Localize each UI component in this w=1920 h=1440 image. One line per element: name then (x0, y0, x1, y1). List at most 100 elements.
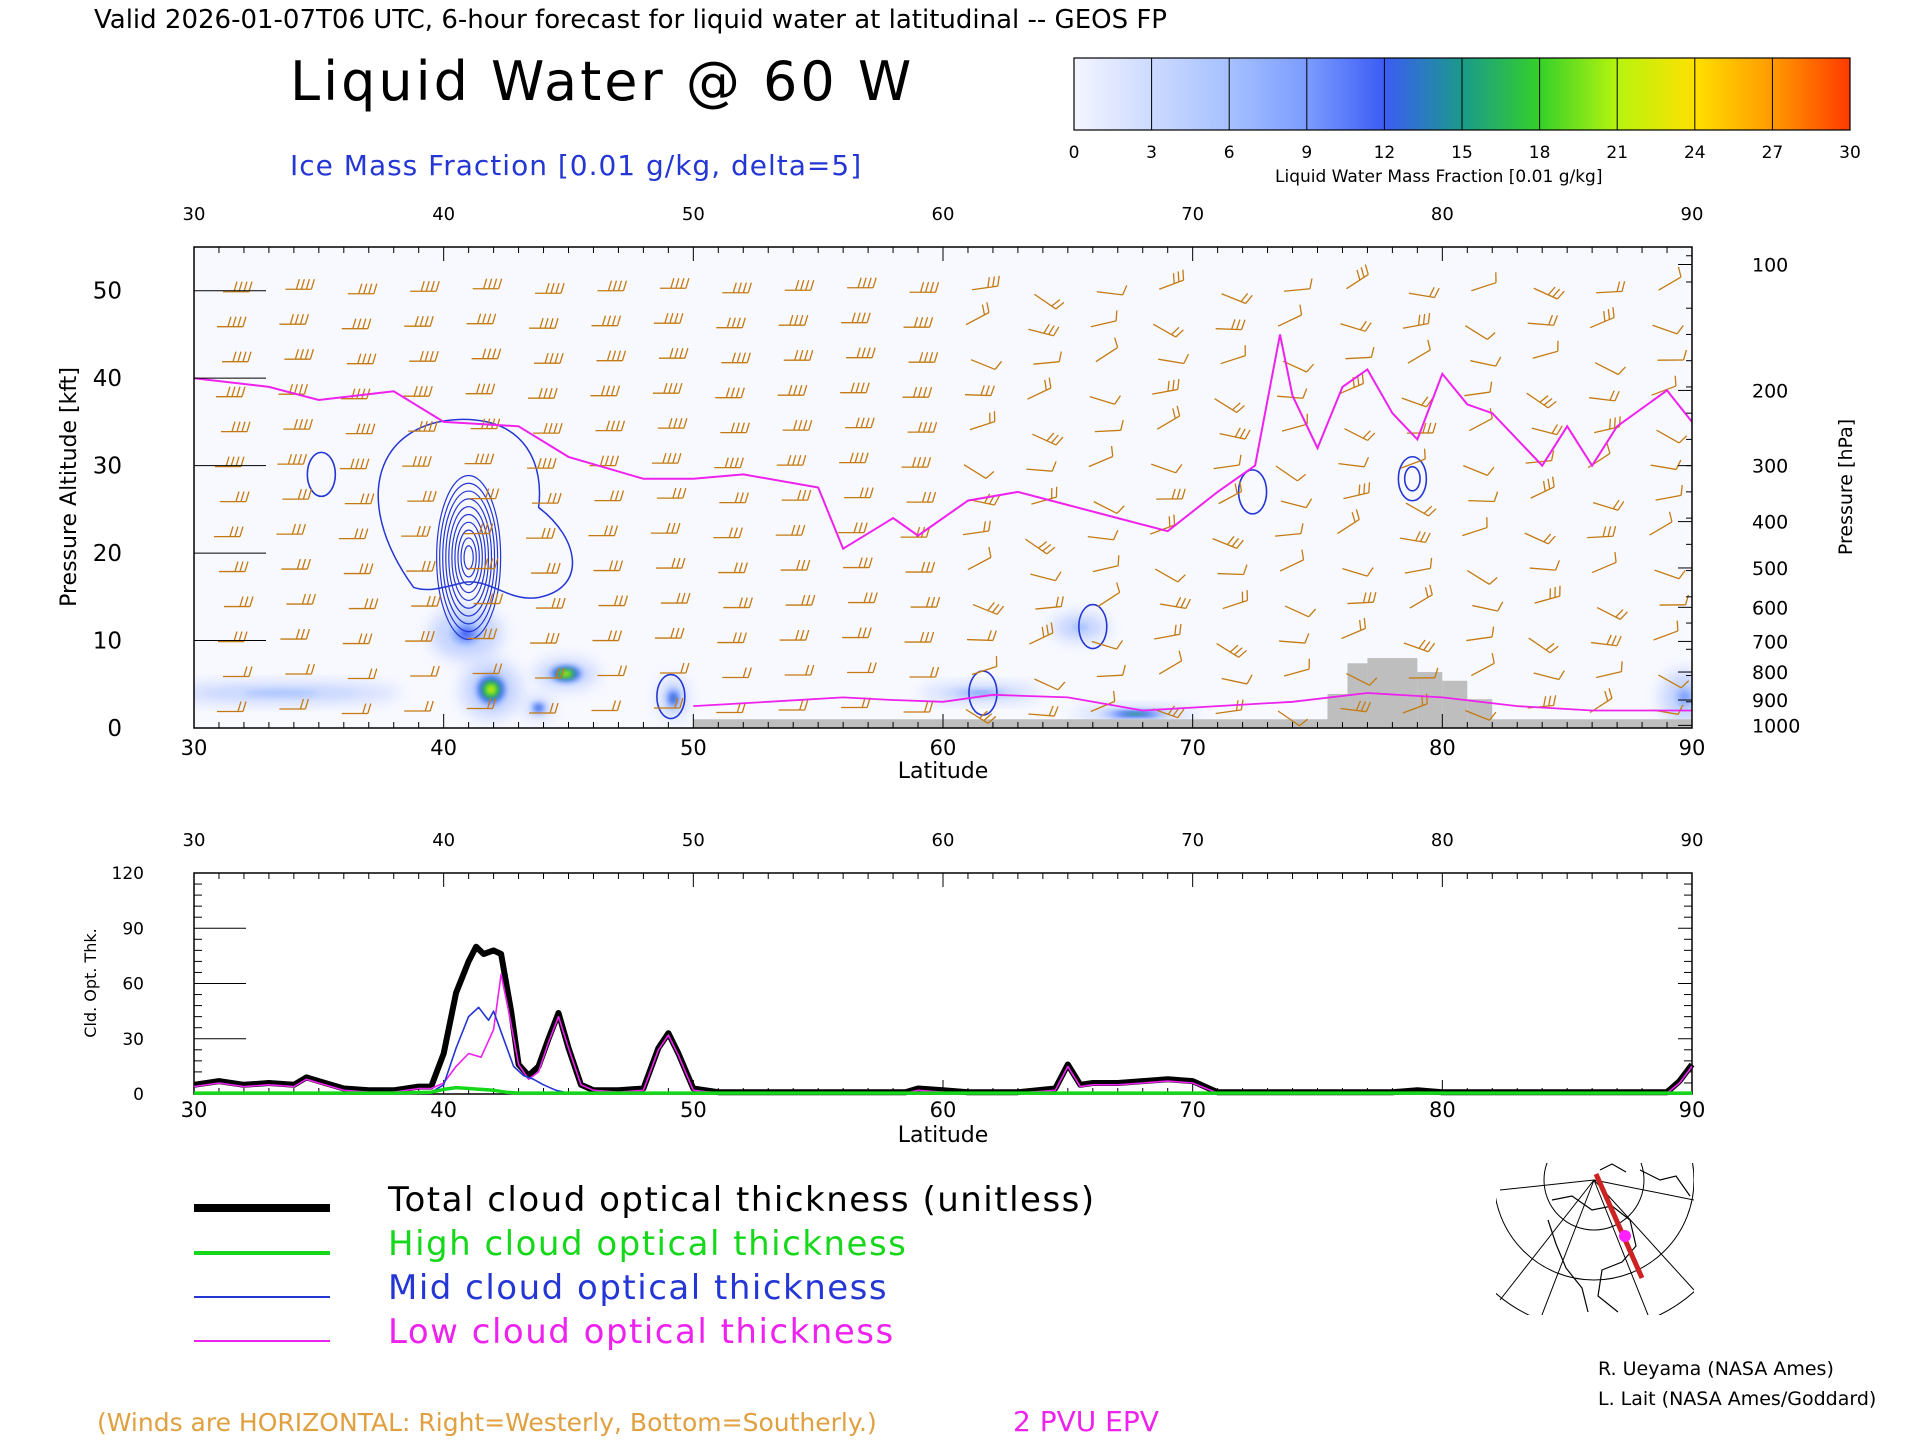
x-tick-label-top: 30 (183, 830, 206, 851)
wind-barb (464, 453, 495, 465)
wind-barb (906, 491, 937, 503)
wind-barb (1027, 377, 1052, 400)
colorbar-tick-label: 6 (1224, 143, 1235, 163)
y-tick-label: 60 (122, 975, 144, 995)
wind-barb (778, 315, 809, 326)
wind-barb (279, 314, 310, 325)
ice-contour (454, 521, 483, 594)
optical-thickness-panel: 30 30 40 40 50 50 60 60 70 70 80 80 90 90 0 30 60 90 120 L… (81, 830, 1705, 1148)
wind-barb (963, 464, 995, 479)
wind-barb (1032, 432, 1064, 446)
wind-barb (1650, 459, 1682, 471)
wind-barb (1470, 356, 1502, 367)
wind-barb (590, 385, 621, 397)
wind-barb (280, 628, 311, 640)
wind-barb (410, 281, 440, 292)
wind-barb (1093, 501, 1125, 515)
wind-barb (1276, 388, 1308, 399)
wind-barb (971, 656, 998, 676)
wind-barb (347, 283, 378, 295)
wind-barb (1408, 667, 1439, 679)
wind-barb (1275, 465, 1307, 482)
wind-barb (403, 385, 433, 397)
ice-mass-label: Ice Mass Fraction [0.01 g/kg, delta=5] (290, 149, 862, 182)
wind-barb (1596, 606, 1628, 620)
x-tick-label-top: 80 (1431, 204, 1454, 225)
wind-barb (219, 491, 250, 503)
wind-barb (840, 382, 870, 394)
section-midpoint (1619, 1230, 1631, 1242)
wind-barb (722, 667, 752, 679)
panel1-xlabel: Latitude (898, 759, 989, 784)
wind-barb (214, 456, 245, 468)
wind-barb (656, 487, 687, 499)
wind-barb (588, 525, 619, 537)
wind-barb (841, 312, 871, 324)
wind-barb (783, 350, 814, 361)
wind-barb (844, 487, 874, 499)
wind-barb (903, 317, 934, 328)
cot-series-high (194, 1085, 1692, 1095)
cot-lines (193, 943, 1695, 1096)
x-tick-label: 30 (181, 1098, 208, 1122)
ice-contour (1397, 455, 1428, 502)
wind-barb (1282, 360, 1315, 373)
wind-barb (215, 386, 246, 398)
wind-barb (1216, 642, 1247, 658)
wind-barb (659, 662, 690, 674)
wind-barb (778, 699, 809, 711)
wind-barb (848, 592, 878, 604)
wind-barb (1340, 700, 1372, 713)
wind-barb (1345, 347, 1375, 360)
wind-barb (529, 702, 559, 714)
wind-barb (407, 490, 437, 502)
wind-barb (596, 350, 627, 362)
x-tick-label: 40 (430, 736, 457, 760)
ice-contour (457, 529, 480, 586)
wind-barb (532, 492, 562, 504)
wind-barb (463, 523, 494, 535)
y-tick-label: 120 (112, 864, 144, 884)
x-tick-label: 80 (1429, 1098, 1456, 1122)
colorbar-tick-label: 18 (1529, 143, 1551, 163)
wind-barb (1029, 622, 1054, 645)
ice-contour (451, 513, 486, 602)
pressure-tick-label: 900 (1752, 690, 1788, 712)
wind-barb (1651, 375, 1677, 396)
wind-barb (1657, 349, 1688, 361)
wind-barb (1466, 626, 1495, 642)
wind-barb (284, 349, 315, 360)
wind-barb (1402, 313, 1431, 329)
wind-barb (1221, 674, 1253, 685)
wind-barb (411, 595, 441, 607)
x-tick-label-top: 70 (1181, 830, 1204, 851)
wind-barb (962, 520, 991, 536)
pressure-tick-label: 700 (1752, 631, 1788, 653)
liquid-water-cell (1128, 713, 1142, 715)
y-tick-label: 90 (122, 919, 144, 939)
wind-barb (1658, 266, 1682, 291)
wind-barb (1653, 620, 1679, 641)
wind-barb (1408, 287, 1440, 299)
wind-barb (722, 282, 752, 294)
wind-barb (909, 666, 940, 678)
wind-barb (777, 384, 808, 396)
wind-barb (714, 457, 744, 469)
wind-barb (1404, 557, 1433, 574)
wind-barb (1405, 502, 1437, 517)
wind-barb (1218, 481, 1243, 505)
colorbar-tick-label: 24 (1684, 143, 1706, 163)
wind-barb (716, 317, 746, 329)
pressure-tick-label: 600 (1752, 597, 1788, 619)
wind-barb (780, 559, 811, 571)
wind-barb (592, 630, 623, 642)
terrain-block (1417, 672, 1443, 728)
wind-barb (217, 631, 248, 643)
wind-barb (1656, 429, 1688, 444)
x-tick-label: 90 (1679, 1098, 1706, 1122)
panel1-background (194, 247, 1692, 728)
x-tick-label: 40 (430, 1098, 457, 1122)
wind-barb (1156, 405, 1181, 430)
colorbar-tick-label: 27 (1762, 143, 1784, 163)
wind-barb (719, 492, 749, 504)
